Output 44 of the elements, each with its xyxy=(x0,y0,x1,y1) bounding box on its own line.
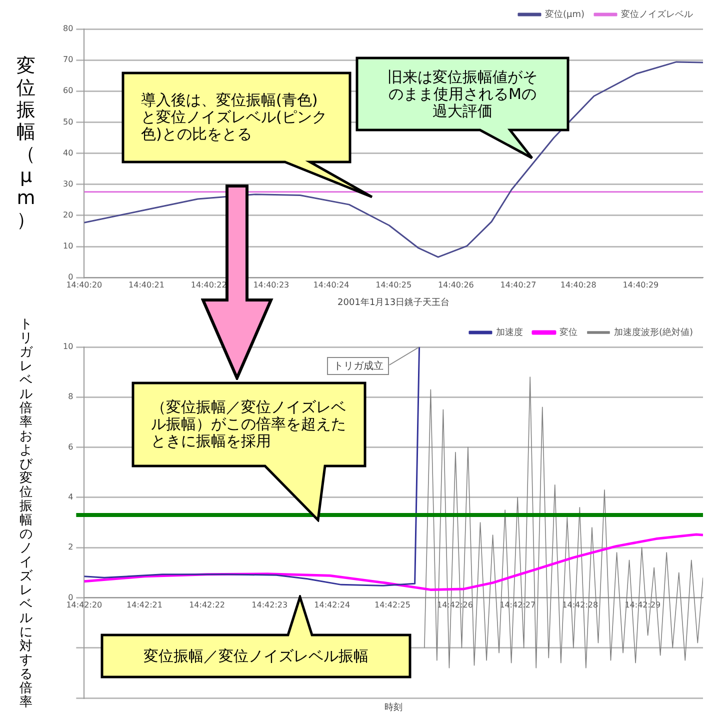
y-tick-label: 10 xyxy=(62,242,74,251)
y-tick-label: 8 xyxy=(68,392,74,402)
y-tick-label: 50 xyxy=(62,117,74,126)
y-tick-label: 20 xyxy=(62,210,74,220)
legend-label: 加速度 xyxy=(496,326,523,338)
x-tick-label: 14:40:29 xyxy=(622,280,659,290)
legend-label: 加速度波形(絶対値) xyxy=(614,326,694,338)
y-tick-label: 40 xyxy=(62,148,74,158)
annotation: （変位振幅／変位ノイズレベル振幅）がこの倍率を超えたときに振幅を採用 xyxy=(151,398,347,450)
x-tick-label: 14:42:23 xyxy=(252,600,288,610)
x-tick-label: 14:40:22 xyxy=(190,280,227,290)
x-axis-title: 時刻 xyxy=(384,702,404,714)
x-axis-title: 2001年1月13日銚子天王台 xyxy=(338,296,450,308)
x-tick-label: 14:42:21 xyxy=(126,600,162,610)
x-tick-label: 14:42:25 xyxy=(374,600,410,610)
x-tick-label: 14:40:24 xyxy=(313,280,350,290)
annotation: 変位振幅／変位ノイズレベル振幅 xyxy=(144,646,368,664)
y-tick-label: 0 xyxy=(68,272,74,282)
legend-label: 変位(μm) xyxy=(544,8,584,20)
y-tick-label: 60 xyxy=(62,86,74,96)
y-tick-label: 4 xyxy=(68,492,74,502)
y-tick-label: 2 xyxy=(68,542,74,552)
y-tick-label: 70 xyxy=(62,55,74,64)
x-tick-label: 14:40:23 xyxy=(253,280,290,290)
annotation: トリガ成立 xyxy=(327,357,390,375)
annotation: 導入後は、変位振幅(青色)と変位ノイズレベル(ピンク色)との比をとる xyxy=(141,91,328,143)
y-axis-title: 変位振幅（μm） xyxy=(16,55,36,231)
x-tick-label: 14:40:27 xyxy=(500,280,536,290)
y-tick-label: 10 xyxy=(62,342,74,352)
y-tick-label: 0 xyxy=(68,592,74,602)
x-tick-label: 14:42:22 xyxy=(189,600,226,610)
y-tick-label: 30 xyxy=(62,179,74,188)
y-tick-label: 6 xyxy=(68,442,74,452)
legend-label: 変位 xyxy=(559,326,578,338)
x-tick-label: 14:40:26 xyxy=(438,280,474,290)
x-tick-label: 14:42:24 xyxy=(314,600,350,610)
x-tick-label: 14:40:25 xyxy=(376,280,412,290)
x-tick-label: 14:40:28 xyxy=(560,280,596,290)
x-tick-label: 14:40:21 xyxy=(128,280,164,290)
x-tick-label: 14:40:20 xyxy=(66,280,102,290)
annotation: 旧来は変位振幅値がそのまま使用されるMの過大評価 xyxy=(387,68,538,120)
y-tick-label: 80 xyxy=(62,24,74,34)
text: トリガレベル倍率および変位振幅のノイズレベルに対する倍率 xyxy=(20,317,32,710)
legend-label: 変位ノイズレベル xyxy=(621,8,693,20)
